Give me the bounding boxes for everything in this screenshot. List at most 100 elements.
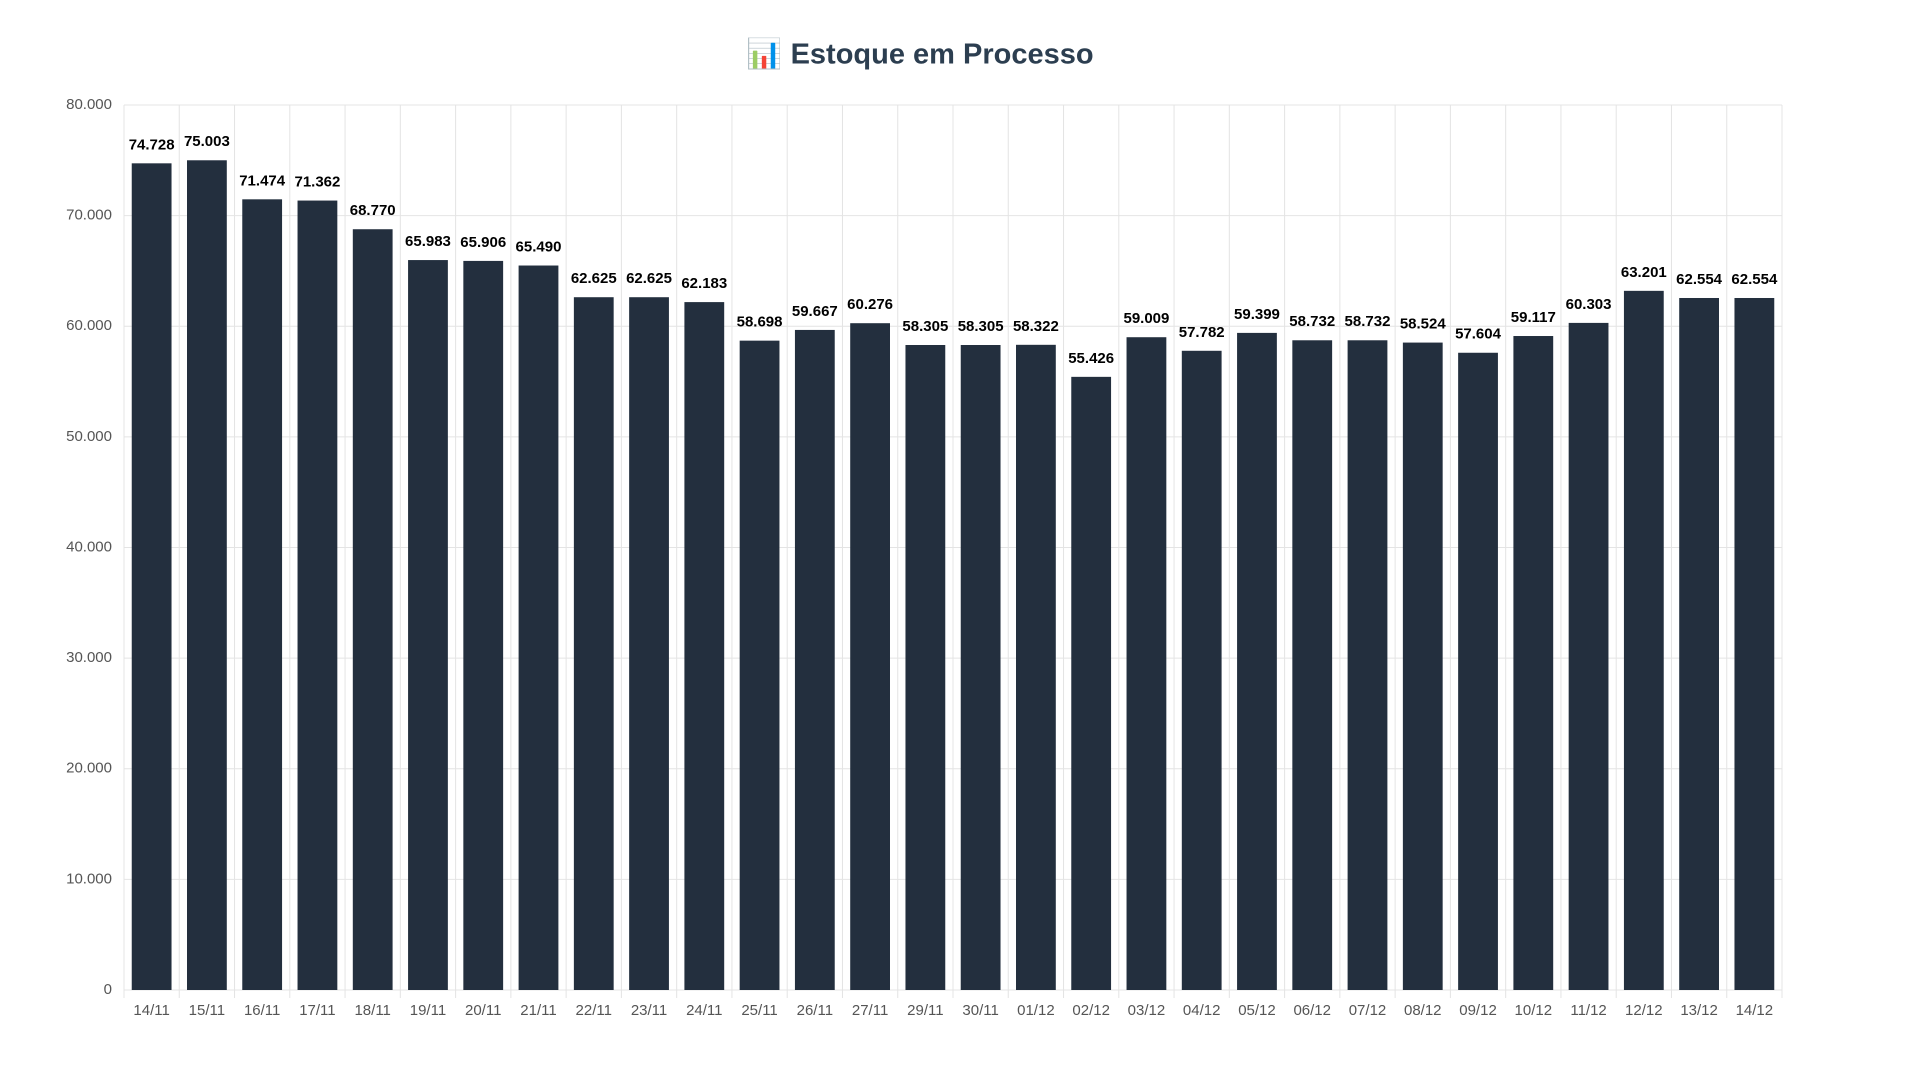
x-tick-label: 26/11 <box>797 1002 833 1019</box>
value-label: 59.117 <box>1511 309 1556 326</box>
bar <box>684 302 725 990</box>
bar <box>794 329 835 990</box>
bar <box>1458 352 1498 990</box>
x-tick-label: 11/12 <box>1570 1002 1606 1019</box>
x-tick-label: 16/11 <box>244 1002 280 1019</box>
value-label: 60.303 <box>1566 296 1612 313</box>
x-tick-label: 05/12 <box>1238 1002 1276 1019</box>
value-label: 62.625 <box>571 270 617 287</box>
bar <box>352 229 393 990</box>
bar <box>408 260 448 990</box>
value-label: 65.983 <box>405 233 451 250</box>
value-label: 71.474 <box>239 172 286 189</box>
x-tick-label: 10/12 <box>1515 1002 1553 1019</box>
x-tick-label: 09/12 <box>1459 1002 1497 1019</box>
value-label: 75.003 <box>184 133 230 150</box>
x-tick-label: 30/11 <box>962 1002 998 1019</box>
y-tick-label: 60.000 <box>66 317 112 334</box>
x-tick-label: 03/12 <box>1128 1002 1166 1019</box>
value-label: 68.770 <box>350 202 396 219</box>
bar <box>1513 336 1554 990</box>
y-tick-label: 0 <box>104 981 112 998</box>
x-tick-label: 27/11 <box>852 1002 888 1019</box>
bar <box>187 160 227 991</box>
bar <box>1568 322 1609 990</box>
bar <box>242 199 283 991</box>
bar <box>1292 340 1333 991</box>
x-tick-label: 29/11 <box>907 1002 943 1019</box>
value-label: 58.322 <box>1013 318 1059 335</box>
bar <box>850 323 890 990</box>
bar <box>1679 297 1719 991</box>
bar <box>1347 340 1388 991</box>
y-tick-label: 80.000 <box>66 96 112 113</box>
bar <box>1181 350 1222 990</box>
value-label: 62.554 <box>1676 271 1723 288</box>
x-tick-label: 12/12 <box>1625 1002 1663 1019</box>
value-label: 55.426 <box>1068 350 1114 367</box>
value-label: 60.276 <box>847 296 893 313</box>
value-label: 63.201 <box>1621 264 1667 281</box>
bar <box>463 260 504 990</box>
value-label: 58.305 <box>958 318 1004 335</box>
x-tick-label: 17/11 <box>299 1002 335 1019</box>
bar <box>1402 342 1443 990</box>
bar <box>1237 332 1277 990</box>
bar <box>131 163 172 990</box>
bar <box>1126 337 1167 990</box>
x-tick-label: 20/11 <box>465 1002 501 1019</box>
value-label: 62.183 <box>681 275 727 292</box>
value-label: 57.604 <box>1455 326 1502 343</box>
x-tick-label: 06/12 <box>1293 1002 1331 1019</box>
bar <box>1623 290 1664 990</box>
x-tick-label: 19/11 <box>410 1002 446 1019</box>
value-label: 59.399 <box>1234 306 1280 323</box>
value-label: 58.732 <box>1345 313 1391 330</box>
value-label: 59.009 <box>1123 310 1169 327</box>
y-tick-label: 20.000 <box>66 760 112 777</box>
value-label: 65.490 <box>516 238 562 255</box>
x-tick-label: 14/12 <box>1736 1002 1774 1019</box>
x-tick-label: 08/12 <box>1404 1002 1442 1019</box>
x-tick-label: 21/11 <box>520 1002 556 1019</box>
bar <box>960 345 1001 990</box>
bar <box>629 297 669 990</box>
bar <box>1071 376 1112 991</box>
value-label: 57.782 <box>1179 324 1225 341</box>
value-label: 71.362 <box>294 174 340 191</box>
y-tick-label: 10.000 <box>66 870 112 887</box>
x-tick-label: 24/11 <box>686 1002 722 1019</box>
value-label: 62.625 <box>626 270 672 287</box>
x-tick-label: 22/11 <box>576 1002 612 1019</box>
x-tick-label: 15/11 <box>189 1002 225 1019</box>
value-label: 65.906 <box>460 234 506 251</box>
x-tick-label: 07/12 <box>1349 1002 1387 1019</box>
value-label: 58.732 <box>1289 313 1335 330</box>
y-tick-label: 70.000 <box>66 207 112 224</box>
value-label: 58.524 <box>1400 316 1447 333</box>
value-label: 59.667 <box>792 303 838 320</box>
chart-title: 📊 Estoque em Processo <box>746 37 1093 71</box>
bar <box>1016 344 1056 990</box>
y-tick-label: 30.000 <box>66 649 112 666</box>
bar <box>573 297 614 990</box>
x-tick-label: 18/11 <box>354 1002 390 1019</box>
bar <box>905 345 946 990</box>
x-tick-label: 01/12 <box>1017 1002 1055 1019</box>
y-tick-label: 40.000 <box>66 538 112 555</box>
x-tick-label: 13/12 <box>1680 1002 1718 1019</box>
value-label: 62.554 <box>1731 271 1778 288</box>
x-tick-label: 25/11 <box>741 1002 777 1019</box>
bar <box>1734 297 1775 991</box>
value-label: 74.728 <box>129 136 175 153</box>
y-tick-label: 50.000 <box>66 428 112 445</box>
bar <box>739 340 780 990</box>
bar <box>518 265 559 991</box>
bar <box>297 200 338 991</box>
value-label: 58.305 <box>902 318 948 335</box>
value-label: 58.698 <box>737 314 783 331</box>
x-tick-label: 04/12 <box>1183 1002 1221 1019</box>
x-tick-label: 14/11 <box>133 1002 169 1019</box>
